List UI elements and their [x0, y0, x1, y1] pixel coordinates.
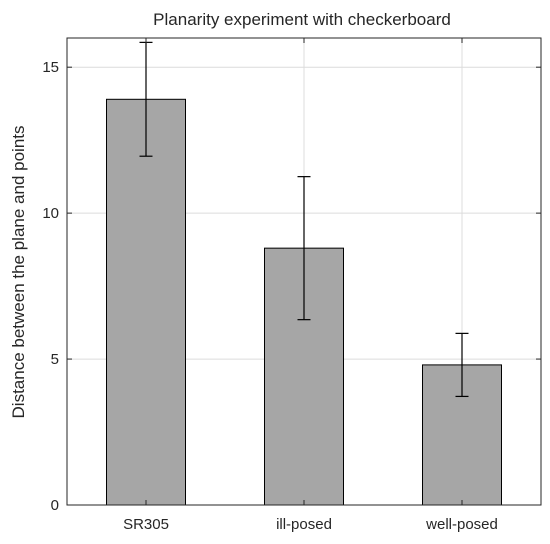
y-axis-label: Distance between the plane and points	[9, 126, 28, 419]
x-axis: SR305 ill-posed well-posed	[123, 38, 498, 533]
error-bar	[297, 176, 311, 321]
chart-title: Planarity experiment with checkerboard	[153, 10, 451, 29]
bar-sr305	[106, 98, 186, 506]
x-tick-label: well-posed	[425, 516, 498, 533]
y-axis: 0 5 10 15	[42, 59, 541, 514]
x-tick-label: SR305	[123, 516, 169, 533]
y-tick-label: 15	[42, 59, 59, 76]
error-bar	[455, 332, 469, 398]
y-tick-label: 0	[51, 497, 59, 514]
y-tick-label: 5	[51, 351, 59, 368]
x-tick-label: ill-posed	[276, 516, 332, 533]
error-bars	[139, 41, 469, 398]
y-tick-label: 10	[42, 205, 59, 222]
